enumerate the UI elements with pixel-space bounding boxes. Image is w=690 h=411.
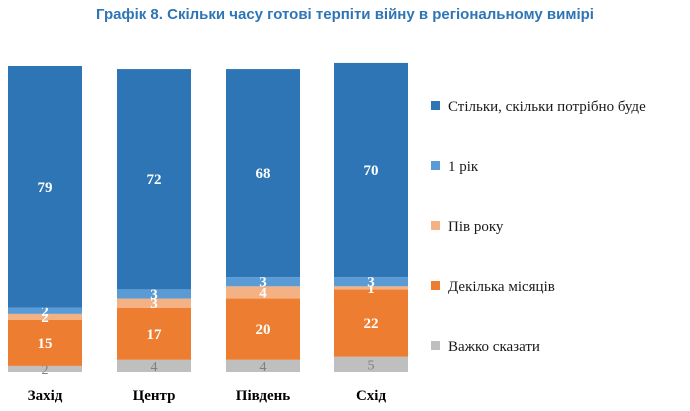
- data-label-захід-series-2: 2: [41, 310, 49, 326]
- bar-схід-series-3: [334, 277, 408, 287]
- legend-swatch-3: [431, 281, 440, 290]
- legend-label-4: Важко сказати: [448, 339, 540, 355]
- category-label-схід: Схід: [356, 388, 387, 404]
- chart-title: Графік 8. Скільки часу готові терпіти ві…: [96, 6, 594, 23]
- data-label-захід-series-1: 15: [38, 336, 53, 352]
- category-label-центр: Центр: [133, 388, 176, 404]
- category-labels: Захід Центр Південь Схід: [28, 388, 387, 404]
- bar-центр-series-4: [117, 69, 191, 290]
- data-label-центр-series-2: 3: [150, 296, 158, 312]
- legend-swatch-0: [431, 101, 440, 110]
- bar-південь-series-0: [226, 359, 300, 372]
- data-label-південь-series-1: 20: [256, 322, 271, 338]
- bar-захід-series-1: [8, 319, 82, 366]
- legend-label-1: 1 рік: [448, 159, 479, 175]
- legend-swatch-2: [431, 221, 440, 230]
- legend-label-3: Декілька місяців: [448, 279, 555, 295]
- bar-захід-series-0: [8, 365, 82, 372]
- bar-південь-series-4: [226, 69, 300, 278]
- data-label-схід-series-1: 22: [364, 316, 379, 332]
- data-label-схід-series-3: 3: [367, 275, 375, 291]
- bar-захід-series-3: [8, 307, 82, 314]
- data-label-захід-series-4: 79: [38, 180, 53, 196]
- category-label-південь: Південь: [236, 388, 290, 404]
- bar-південь-series-3: [226, 277, 300, 287]
- bar-центр-series-2: [117, 298, 191, 308]
- bar-центр-series-3: [117, 289, 191, 299]
- data-label-центр-series-3: 3: [150, 287, 158, 303]
- bar-схід-series-4: [334, 62, 408, 278]
- legend-label-2: Пів року: [448, 219, 504, 235]
- data-label-південь-series-3: 3: [259, 275, 267, 291]
- data-label-схід-series-2: 1: [367, 281, 375, 297]
- data-label-захід-series-0: 2: [42, 363, 49, 378]
- bar-центр-series-0: [117, 359, 191, 372]
- data-label-центр-series-4: 72: [147, 172, 162, 188]
- data-label-південь-series-4: 68: [256, 166, 271, 182]
- bar-захід-series-2: [8, 313, 82, 320]
- data-label-центр-series-1: 17: [147, 327, 163, 343]
- bar-південь-series-2: [226, 286, 300, 299]
- legend-swatch-4: [431, 341, 440, 350]
- bar-захід-series-4: [8, 66, 82, 308]
- data-label-центр-series-0: 4: [151, 360, 158, 375]
- bar-схід-series-2: [334, 286, 408, 290]
- data-label-схід-series-0: 5: [368, 358, 375, 373]
- category-label-захід: Захід: [28, 388, 63, 404]
- data-label-схід-series-4: 70: [364, 163, 379, 179]
- bar-центр-series-1: [117, 307, 191, 360]
- data-label-південь-series-0: 4: [260, 360, 267, 375]
- bar-південь-series-1: [226, 298, 300, 360]
- legend-swatch-1: [431, 161, 440, 170]
- bar-схід-series-0: [334, 356, 408, 372]
- legend: Стільки, скільки потрібно буде 1 рік Пів р…: [431, 99, 646, 355]
- data-label-південь-series-2: 4: [259, 285, 267, 301]
- data-label-захід-series-3: 2: [41, 304, 49, 320]
- bar-схід-series-1: [334, 289, 408, 357]
- legend-label-0: Стільки, скільки потрібно буде: [448, 99, 646, 115]
